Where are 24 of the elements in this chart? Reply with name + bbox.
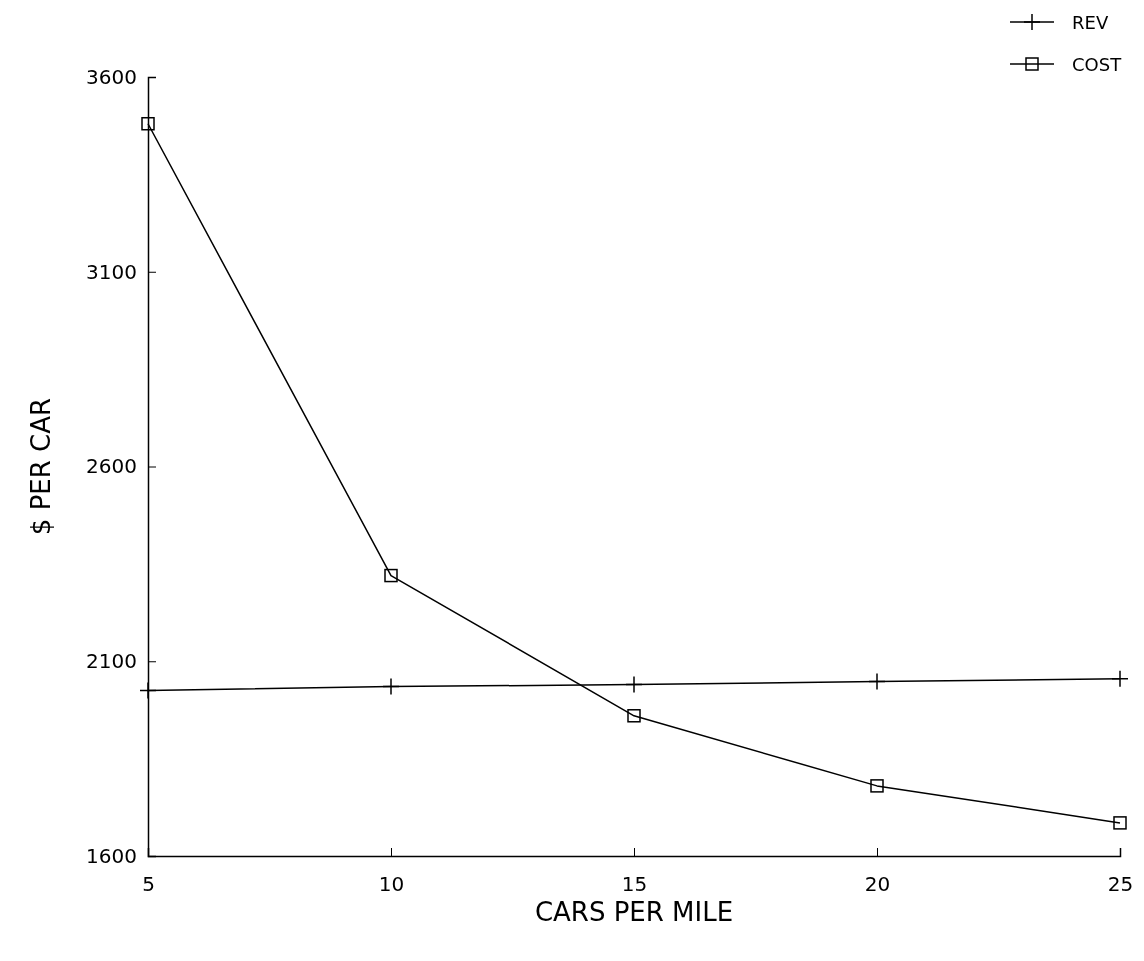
y-tick-label: 3100 bbox=[86, 259, 137, 284]
x-tick-label: 25 bbox=[1107, 872, 1134, 896]
x-tick-label: 15 bbox=[621, 872, 648, 896]
x-tick-label: 20 bbox=[864, 872, 891, 896]
legend-label: REV bbox=[1072, 12, 1109, 33]
point bbox=[141, 116, 155, 131]
point bbox=[868, 672, 886, 691]
point bbox=[870, 779, 884, 793]
x-tick-label: 5 bbox=[142, 872, 155, 896]
x-tick-label: 10 bbox=[378, 872, 405, 896]
point bbox=[625, 675, 643, 694]
y-tick-label: 2100 bbox=[86, 649, 137, 674]
point bbox=[384, 568, 398, 583]
point bbox=[1111, 670, 1129, 688]
point bbox=[1113, 816, 1127, 830]
point bbox=[139, 681, 157, 700]
y-tick-label: 1600 bbox=[86, 843, 137, 868]
x-axis-title: CARS PER MILE bbox=[534, 897, 734, 927]
y-tick-label: 2600 bbox=[86, 454, 137, 479]
point bbox=[382, 677, 400, 696]
y-tick-label: 3600 bbox=[86, 64, 137, 89]
legend-label: COST bbox=[1072, 54, 1123, 75]
y-axis-title: $ PER CAR bbox=[26, 397, 56, 536]
point bbox=[627, 709, 641, 723]
